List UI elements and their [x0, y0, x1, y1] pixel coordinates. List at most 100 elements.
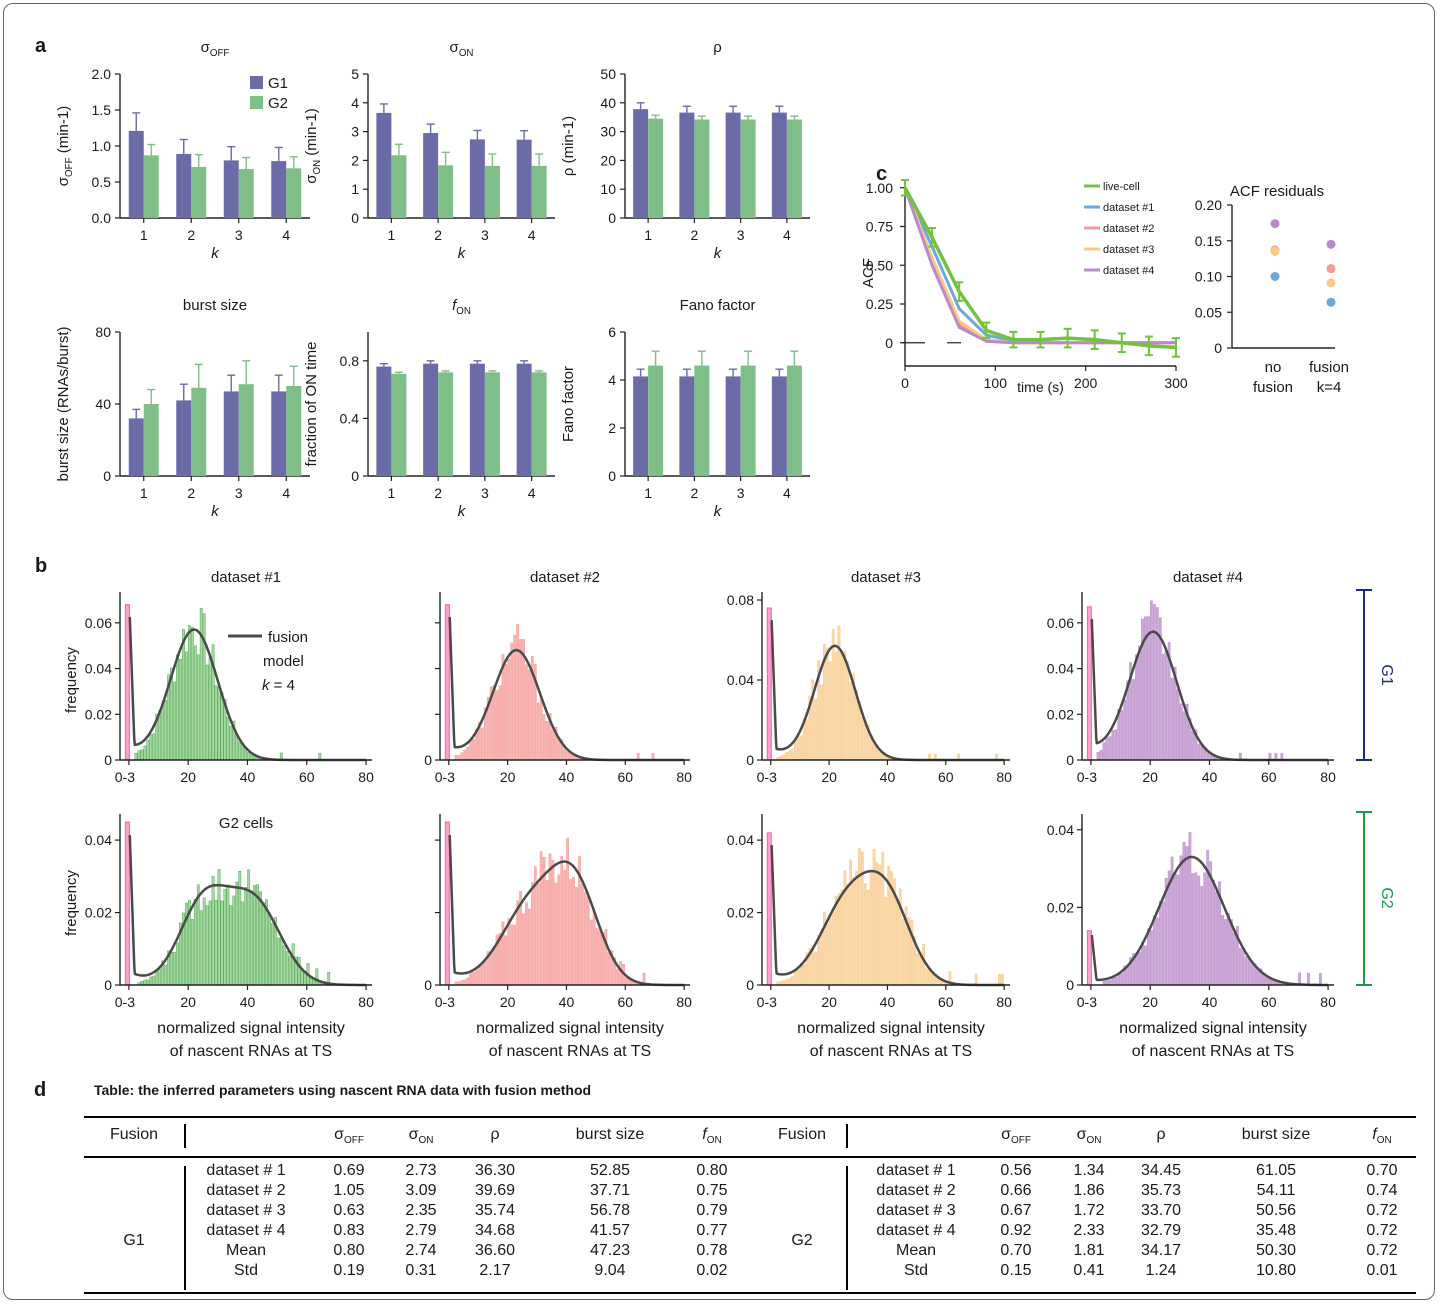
- table-value-cell: 0.78: [696, 1242, 728, 1259]
- hist_g2_ds1-hist-bar: [276, 937, 280, 986]
- table-value-cell: 0.77: [696, 1222, 728, 1239]
- table-row-label: dataset # 4: [206, 1222, 286, 1239]
- hist_g2_ds1-x-label-line2: of nascent RNAs at TS: [170, 1043, 332, 1060]
- hist_g2_ds4-hist-bar: [1117, 973, 1121, 986]
- hist_g2_ds4-hist-bar: [1155, 917, 1159, 986]
- hist_g1_ds3-x-tick-label: 20: [821, 769, 837, 785]
- hist_g2_ds1-hist-bar: [164, 964, 168, 986]
- residuals-y-tick-label: 0.05: [1195, 304, 1222, 320]
- hist_g2_ds1-hist-bar: [279, 937, 283, 986]
- hist_g2_ds3-hist-bar: [866, 890, 870, 986]
- hist_g2_ds2-hist-bar: [472, 971, 475, 986]
- hist_g2_ds2-hist-bar: [489, 951, 493, 986]
- hist_g2_ds2-hist-bar: [510, 924, 514, 986]
- hist_g1_ds2-x-tick-label: 40: [559, 769, 575, 785]
- hist_g2_ds1-hist-bar: [143, 979, 147, 986]
- hist_g2_ds2-hist-bar: [572, 877, 575, 986]
- acf-y-tick-label: 0.75: [866, 219, 893, 235]
- hist_g1_ds3-hist-bar: [840, 651, 844, 761]
- hist_g2_ds1-hist-bar: [291, 943, 295, 986]
- hist_g1_ds1-hist-bar: [187, 625, 191, 761]
- sigma_off-title: σOFF: [201, 39, 230, 59]
- burst_size-x-tick-label: 1: [140, 485, 148, 501]
- hist_g2_ds2-y-tick-label: 0: [424, 977, 432, 993]
- hist_g2_ds4-hist-bar: [1221, 914, 1224, 986]
- residuals-point: [1270, 272, 1280, 281]
- hist_g2_ds2-hist-bar: [569, 879, 572, 986]
- hist_g1_ds1-hist-bar: [208, 656, 212, 761]
- hist_g1_ds3-y-tick-label: 0: [746, 752, 754, 768]
- fano-bar-g1: [725, 376, 741, 476]
- rho-bar-g1: [771, 112, 787, 218]
- sigma_off-x-tick-label: 3: [235, 227, 243, 243]
- table-value-cell: 34.68: [474, 1222, 516, 1239]
- hist_g1_ds4-y-tick-label: 0.04: [1047, 661, 1074, 677]
- table-value-cell: 0.01: [1366, 1262, 1398, 1279]
- hist_g1_ds1-x-tick-label: 80: [358, 769, 374, 785]
- table-value-cell: 47.23: [589, 1242, 631, 1259]
- sigma_on-title: σON: [450, 39, 474, 59]
- table-value-cell: 39.69: [474, 1182, 516, 1199]
- hist_g1_ds4-hist-bar: [1191, 730, 1195, 761]
- table-row-label: Mean: [225, 1242, 267, 1259]
- hist_g1_ds1-hist-bar: [143, 745, 147, 761]
- hist_g1_ds3-hist-bar: [849, 682, 853, 761]
- table-value-cell: 1.34: [1073, 1162, 1105, 1179]
- table-group-label-g1: G1: [123, 1232, 145, 1249]
- table-value-cell: 0.79: [696, 1202, 728, 1219]
- hist_g2_ds3-hist-bar: [884, 896, 888, 986]
- table-value-cell: 61.05: [1255, 1162, 1297, 1179]
- hist_g2_ds2-hist-bar: [545, 880, 549, 986]
- hist_g1_ds2-hist-bar: [513, 634, 517, 761]
- acf-y-tick-label: 0.50: [866, 257, 893, 273]
- hist_g2_ds2-hist-bar: [528, 908, 531, 986]
- hist_g1_ds4-hist-bar: [1096, 752, 1100, 761]
- table-value-cell: 0.69: [333, 1162, 365, 1179]
- acf-x-tick-label: 0: [901, 375, 909, 391]
- acf-y-tick-label: 0: [885, 335, 893, 351]
- rho-title: ρ: [713, 39, 722, 56]
- hist_g2_ds2-hist-bar: [483, 959, 487, 986]
- hist_g2_ds2-hist-bar: [595, 927, 599, 986]
- table-value-cell: 0.66: [1000, 1182, 1032, 1199]
- hist_g1_ds2-hist-bar: [495, 690, 499, 761]
- f_on-y-label: fraction of ON time: [303, 341, 320, 466]
- hist_g2_ds3-zero-bin: [766, 832, 772, 986]
- sigma_off-y-tick-label: 0.5: [92, 174, 112, 190]
- hist_g2_ds4-hist-bar: [1230, 919, 1233, 986]
- hist_g2_ds3-hist-bar: [785, 979, 788, 986]
- sigma_on-bar-g1: [516, 139, 532, 218]
- sigma_on-bar-g2: [391, 155, 407, 218]
- table-row-label: Mean: [895, 1242, 937, 1259]
- hist_g2_ds2-hist-bar: [548, 853, 552, 986]
- sigma_off-x-tick-label: 2: [187, 227, 195, 243]
- sigma_off-y-tick-label: 1.5: [92, 102, 112, 118]
- hist_g2_ds4-hist-bar: [1114, 976, 1118, 986]
- hist_g2_ds1-hist-bar: [170, 951, 173, 986]
- hist_g2_ds1-hist-bar: [253, 885, 256, 986]
- hist_g2_ds4-fit-line: [1090, 855, 1329, 987]
- hist_g1_ds4-hist-bar: [1114, 729, 1118, 761]
- hist_g2_ds4-x-tick-label: 20: [1142, 994, 1158, 1010]
- acf-x-label: time (s): [1017, 379, 1064, 395]
- rho-bar-g1: [633, 109, 649, 218]
- table-value-cell: 1.24: [1145, 1262, 1177, 1279]
- hist_g2_ds2-hist-bar: [475, 969, 478, 986]
- hist_g1_ds4-hist-bar: [1176, 689, 1180, 761]
- burst_size-bar-g2: [191, 387, 207, 476]
- fano-y-tick-label: 6: [608, 324, 616, 340]
- residuals-point: [1270, 246, 1280, 256]
- hist_g2_ds4-x-tick-label: 0-3: [1077, 994, 1097, 1010]
- hist_g2_ds4-x-tick-label: 40: [1202, 994, 1218, 1010]
- hist_g1_ds3-hist-bar: [834, 651, 838, 761]
- hist_g1_ds4-x-tick-label: 40: [1202, 769, 1218, 785]
- panel-letter-b: b: [35, 555, 47, 577]
- sigma_on-x-label: k: [458, 245, 467, 262]
- table-value-cell: 0.72: [1366, 1242, 1398, 1259]
- f_on-bar-g2: [391, 373, 407, 476]
- table-value-cell: 33.70: [1140, 1202, 1182, 1219]
- hist_g2_ds3-hist-bar: [834, 895, 838, 986]
- hist_g1_ds2-hist-bar: [510, 642, 514, 761]
- hist_g1_ds4-hist-bar: [1099, 750, 1103, 761]
- hist_g2_ds3-hist-bar: [875, 862, 879, 986]
